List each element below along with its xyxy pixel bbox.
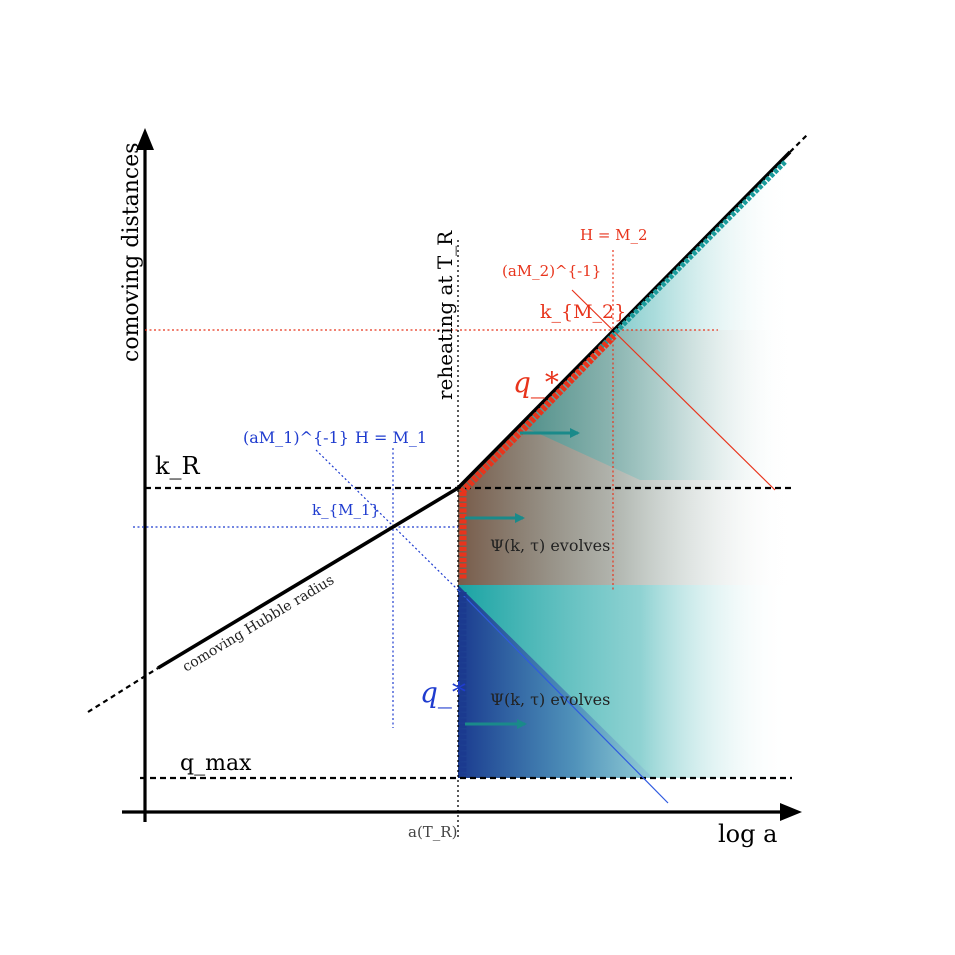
kM1-label: k_{M_1} — [312, 501, 380, 519]
axes — [122, 128, 802, 822]
blue-triangle-region — [458, 585, 653, 778]
hubble-label: comoving Hubble radius — [180, 572, 337, 675]
HM1-label: H = M_1 — [355, 428, 427, 447]
kR-label: k_R — [155, 452, 201, 480]
hubble-radius-curve — [87, 133, 809, 713]
shaded-regions — [458, 155, 790, 778]
aM2-label: (aM_2)^{-1} — [502, 262, 601, 280]
red-diagonal-marker — [459, 333, 617, 495]
aM1-line — [315, 449, 459, 591]
aM1-line-solid — [457, 589, 669, 804]
kM2-label: k_{M_2} — [540, 301, 626, 323]
aM1-label: (aM_1)^{-1} — [243, 428, 349, 447]
psi-lower-label: Ψ(k, τ) evolves — [490, 690, 610, 709]
evolution-arrows — [465, 428, 580, 729]
x-axis-arrow-icon — [780, 803, 802, 821]
q-star-markers — [459, 160, 787, 775]
aM2-line — [571, 289, 776, 491]
y-axis-arrow-icon — [136, 128, 154, 150]
red-guides — [145, 250, 776, 592]
q-star-red-label: q_* — [513, 366, 559, 399]
qmax-label: q_max — [180, 751, 252, 776]
y-axis-label: comoving distances — [119, 142, 144, 362]
blue-guides — [133, 448, 669, 804]
x-axis-label: log a — [718, 820, 777, 848]
x-tick-label: a(T_R) — [408, 823, 457, 841]
HM2-label: H = M_2 — [580, 226, 648, 244]
reheating-label: reheating at T_R — [433, 230, 457, 400]
upper-teal-overlay — [520, 155, 790, 480]
psi-upper-label: Ψ(k, τ) evolves — [490, 536, 610, 555]
q-star-blue-label: q_* — [420, 676, 466, 709]
